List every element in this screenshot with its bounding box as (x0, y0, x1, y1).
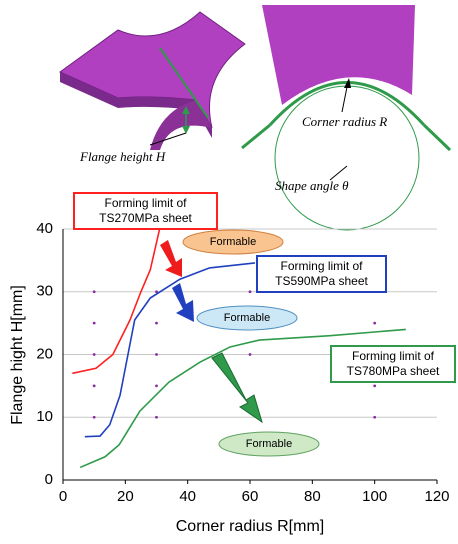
arrow (172, 283, 194, 322)
x-tick-label: 80 (304, 488, 321, 505)
marker (373, 384, 376, 387)
marker (93, 353, 96, 356)
legend-callout: Forming limit of TS270MPa sheet (73, 192, 218, 230)
marker (373, 416, 376, 419)
annotation: Formable (224, 312, 270, 324)
diagram-label: Corner radius R (302, 114, 387, 129)
marker (155, 322, 158, 325)
x-tick-label: 120 (424, 488, 449, 505)
y-tick-label: 20 (36, 345, 53, 362)
x-tick-label: 40 (179, 488, 196, 505)
marker (249, 290, 252, 293)
legend-callout: Forming limit of TS590MPa sheet (256, 255, 387, 293)
marker (93, 384, 96, 387)
x-tick-label: 20 (117, 488, 134, 505)
marker (155, 416, 158, 419)
page: Flange height H Corner radius R Shape an… (0, 0, 458, 544)
y-tick-label: 30 (36, 283, 53, 300)
marker (93, 322, 96, 325)
flange-diagram (60, 12, 245, 150)
y-axis-title: Flange hight H[mm] (9, 285, 26, 425)
diagram-label: Shape angle θ (275, 178, 349, 193)
series-line (85, 263, 255, 437)
x-tick-label: 60 (242, 488, 259, 505)
marker (249, 353, 252, 356)
arrow (160, 240, 182, 277)
marker (93, 290, 96, 293)
y-tick-label: 10 (36, 408, 53, 425)
y-tick-label: 40 (36, 220, 53, 237)
arrow (212, 353, 262, 422)
legend-callout: Forming limit of TS780MPa sheet (330, 345, 456, 383)
series-line (72, 229, 159, 373)
y-tick-label: 0 (45, 471, 53, 488)
figure: Flange height H Corner radius R Shape an… (0, 0, 458, 544)
x-tick-label: 0 (59, 488, 67, 505)
marker (155, 384, 158, 387)
diagram-label: Flange height H (79, 149, 166, 164)
marker (373, 322, 376, 325)
x-tick-label: 100 (362, 488, 387, 505)
marker (155, 353, 158, 356)
annotation: Formable (210, 236, 256, 248)
annotation: Formable (246, 438, 292, 450)
x-axis-title: Corner radius R[mm] (176, 518, 324, 535)
marker (93, 416, 96, 419)
